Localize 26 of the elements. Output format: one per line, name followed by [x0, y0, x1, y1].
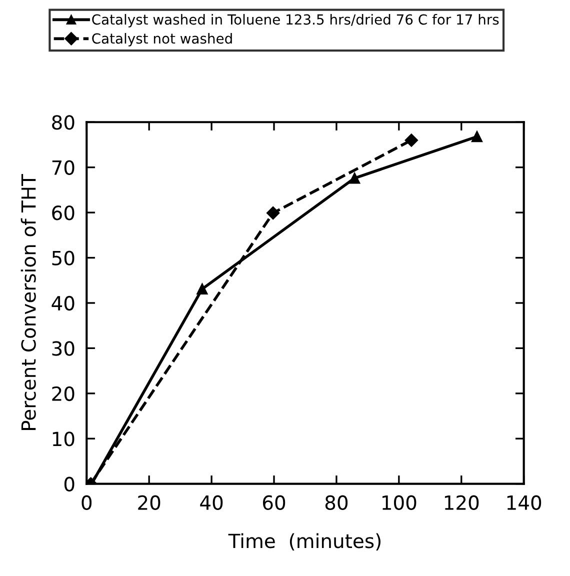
y-tick-label: 60 — [52, 206, 74, 220]
x-tick-label: 60 — [262, 495, 286, 510]
point — [196, 283, 208, 295]
y-tick-label: 20 — [52, 386, 74, 402]
y-axis-title: Percent Conversion of THT — [20, 174, 36, 430]
x-tick-label: 140 — [507, 495, 542, 510]
y-tick-label: 70 — [52, 160, 74, 175]
x-tick-label: 20 — [138, 495, 160, 510]
point — [471, 131, 483, 142]
legend-label: Catalyst not washed — [92, 32, 232, 46]
y-tick-label: 40 — [52, 296, 74, 311]
x-axis-title: Time (minutes) — [228, 533, 380, 551]
legend-label: Catalyst washed in Toluene 123.5 hrs/dried 76 C for 17 hrs — [92, 14, 499, 28]
y-tick-label: 50 — [52, 250, 74, 266]
y-tick-label: 30 — [52, 341, 74, 356]
y-tick-label: 10 — [52, 432, 74, 446]
point — [266, 206, 280, 220]
x-tick-label: 120 — [444, 495, 479, 510]
y-tick-label: 0 — [64, 476, 74, 492]
x-tick-label: 40 — [200, 495, 223, 510]
point — [404, 134, 418, 147]
x-tick-label: 0 — [82, 495, 92, 510]
point — [349, 172, 360, 184]
x-tick-label: 100 — [382, 495, 416, 510]
x-tick-label: 80 — [325, 495, 348, 510]
y-tick-label: 80 — [52, 115, 74, 130]
